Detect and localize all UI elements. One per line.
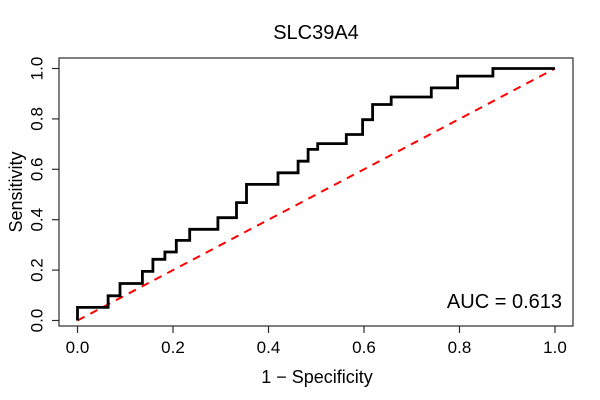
y-axis-label: Sensitivity <box>6 151 26 233</box>
plot-box <box>58 57 574 327</box>
chance-diagonal <box>77 67 556 322</box>
x-tick-label: 0.0 <box>66 338 90 357</box>
roc-curve <box>76 67 555 321</box>
x-tick-label: 0.4 <box>257 338 281 357</box>
x-tick-label: 0.6 <box>352 338 376 357</box>
y-tick-label: 1.0 <box>28 57 47 81</box>
y-tick-label: 0.8 <box>28 107 47 131</box>
auc-annotation: AUC = 0.613 <box>446 291 562 313</box>
y-tick-label: 0.0 <box>28 309 47 333</box>
x-axis-label: 1 − Specificity <box>261 367 373 387</box>
y-tick-label: 0.6 <box>28 157 47 181</box>
y-tick-label: 0.4 <box>28 208 47 232</box>
x-tick-label: 1.0 <box>543 338 567 357</box>
x-tick-label: 0.2 <box>161 338 185 357</box>
x-tick-label: 0.8 <box>448 338 472 357</box>
y-tick-label: 0.2 <box>28 258 47 282</box>
plot-title: SLC39A4 <box>273 22 359 44</box>
